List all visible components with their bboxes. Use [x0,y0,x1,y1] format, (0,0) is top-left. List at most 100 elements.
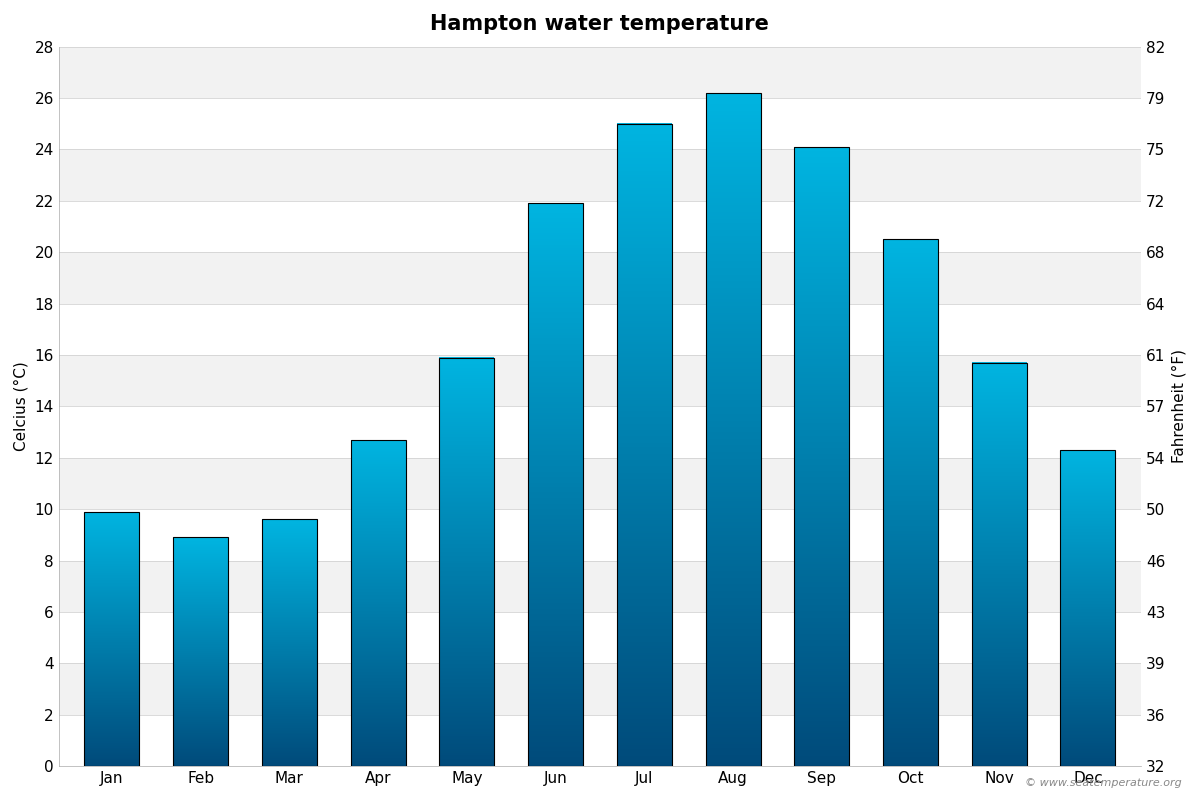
Bar [84,721,139,722]
Bar [706,723,761,726]
Bar [617,262,672,265]
Bar [794,534,850,537]
Bar [617,514,672,516]
Bar [972,654,1027,656]
Bar [1061,688,1116,690]
Bar [262,678,317,679]
Bar [528,259,583,262]
Bar [883,582,938,583]
Bar [617,192,672,194]
Bar [1061,755,1116,757]
Bar [439,574,494,575]
Bar [173,574,228,575]
Bar [617,188,672,190]
Bar [1061,576,1116,578]
Bar [883,636,938,638]
Bar [84,642,139,643]
Bar [173,589,228,590]
Bar [262,596,317,597]
Bar [350,528,406,529]
Bar [528,389,583,391]
Bar [350,671,406,673]
Bar [262,603,317,604]
Bar [883,720,938,722]
Bar [972,466,1027,468]
Bar [706,194,761,196]
Bar [883,670,938,671]
Bar [84,623,139,625]
Bar [528,556,583,558]
Bar [528,760,583,762]
Bar [794,430,850,432]
Bar [706,606,761,609]
Bar [972,739,1027,741]
Bar [173,727,228,728]
Bar [883,722,938,724]
Bar [173,605,228,606]
Bar [972,626,1027,628]
Bar [972,684,1027,686]
Bar [439,761,494,762]
Bar [706,737,761,739]
Bar [173,635,228,636]
Bar [972,362,1027,364]
Bar [617,518,672,520]
Bar [617,168,672,170]
Bar [883,366,938,367]
Bar [617,314,672,317]
Bar [794,285,850,287]
Bar [350,674,406,675]
Bar [794,590,850,593]
Bar [528,650,583,652]
Bar [972,424,1027,426]
Bar [173,583,228,584]
Bar [84,704,139,705]
Bar [84,657,139,658]
Bar [1061,645,1116,646]
Bar [84,547,139,548]
Bar [972,637,1027,638]
Bar [350,662,406,664]
Bar [173,645,228,646]
Bar [706,292,761,295]
Bar [173,560,228,561]
Bar [439,526,494,528]
Bar [883,336,938,338]
Bar [883,552,938,554]
Bar [706,494,761,497]
Bar [617,372,672,374]
Bar [439,641,494,642]
Bar [350,544,406,546]
Bar [706,400,761,402]
Bar [883,724,938,726]
Bar [528,616,583,618]
Bar [706,748,761,750]
Bar [706,434,761,436]
Bar [173,654,228,656]
Bar [972,458,1027,459]
Bar [1061,593,1116,594]
Bar [84,694,139,695]
Bar [1061,602,1116,604]
Bar [350,698,406,700]
Bar [883,390,938,392]
Bar [883,501,938,502]
Bar [1061,538,1116,540]
Bar [972,388,1027,390]
Bar [439,494,494,495]
Bar [1061,591,1116,592]
Bar [262,597,317,598]
Bar [1061,562,1116,563]
Bar [1061,706,1116,707]
Bar [350,553,406,554]
Bar [794,250,850,252]
Bar [1061,726,1116,727]
Bar [706,221,761,223]
Bar [617,136,672,138]
Bar [617,301,672,303]
Bar [617,698,672,700]
Bar [528,693,583,695]
Bar [262,727,317,729]
Bar [883,285,938,286]
Bar [972,465,1027,466]
